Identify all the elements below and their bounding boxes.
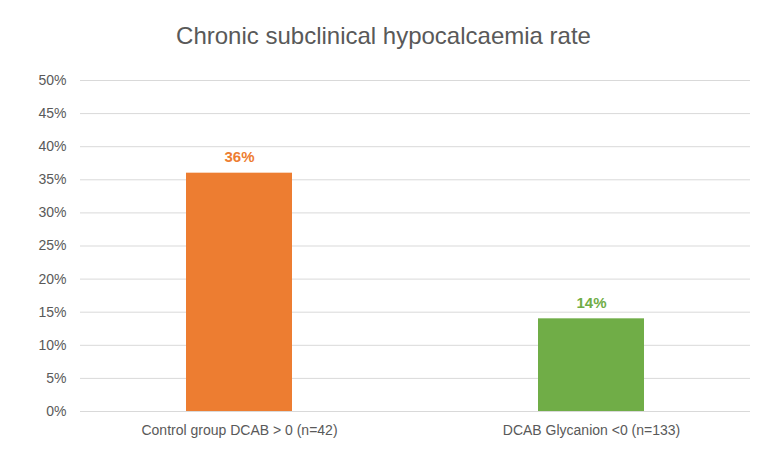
svg-text:DCAB Glycanion <0 (n=133): DCAB Glycanion <0 (n=133) xyxy=(503,422,680,438)
svg-text:30%: 30% xyxy=(38,204,66,220)
svg-text:20%: 20% xyxy=(38,271,66,287)
svg-text:36%: 36% xyxy=(224,148,254,165)
svg-text:25%: 25% xyxy=(38,237,66,253)
svg-text:10%: 10% xyxy=(38,337,66,353)
svg-text:0%: 0% xyxy=(46,403,66,419)
svg-text:Control group DCAB > 0 (n=42): Control group DCAB > 0 (n=42) xyxy=(141,422,337,438)
svg-text:5%: 5% xyxy=(46,370,66,386)
svg-text:35%: 35% xyxy=(38,171,66,187)
svg-text:50%: 50% xyxy=(38,72,66,88)
svg-text:15%: 15% xyxy=(38,304,66,320)
svg-text:40%: 40% xyxy=(38,138,66,154)
svg-text:45%: 45% xyxy=(38,105,66,121)
svg-text:14%: 14% xyxy=(576,294,606,311)
html-text:Chronic subclinical hypocalcae: Chronic subclinical hypocalcaemia rate xyxy=(176,22,591,49)
